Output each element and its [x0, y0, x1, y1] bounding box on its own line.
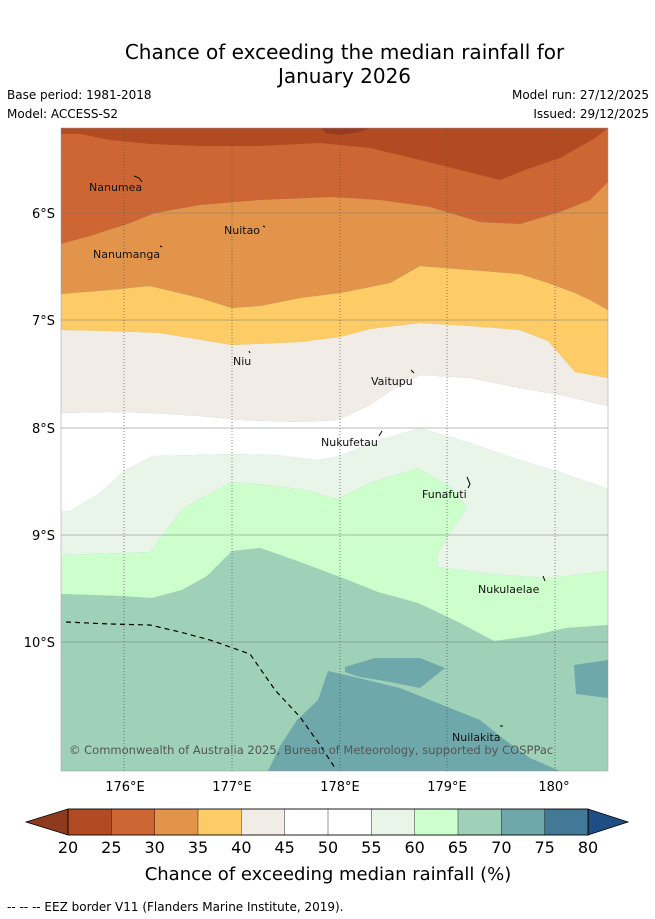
probability-bands — [61, 128, 608, 771]
colorbar-segment — [501, 808, 546, 836]
band-45-55 — [61, 375, 608, 512]
island-shapes — [133, 175, 546, 727]
colorbar-segment — [414, 808, 459, 836]
place-funafuti: Funafuti — [422, 488, 467, 501]
eez-border — [65, 621, 336, 769]
colorbar-segment — [327, 808, 373, 836]
colorbar-tick-label: 50 — [318, 838, 338, 857]
place-nukulaelae: Nukulaelae — [478, 583, 540, 596]
lon-label-177e: 177°E — [212, 780, 252, 795]
colorbar-segment — [197, 808, 243, 836]
band-75-80-patch — [345, 658, 445, 688]
model-run: Model run: 27/12/2025 — [511, 88, 649, 102]
island-funafuti — [466, 476, 471, 489]
title-line-1: Chance of exceeding the median rainfall … — [124, 40, 565, 64]
place-vaitupu: Vaitupu — [371, 375, 413, 388]
colorbar-segment — [544, 808, 589, 836]
island-nuitao — [262, 225, 266, 228]
place-niu: Niu — [233, 355, 251, 368]
island-nukulaelae — [542, 575, 546, 582]
colorbar-tick-label: 65 — [448, 838, 468, 857]
copyright-notice: © Commonwealth of Australia 2025, Bureau… — [69, 743, 553, 757]
longitude-labels: 176°E 177°E 178°E 179°E 180° — [105, 780, 569, 795]
island-vaitupu — [410, 369, 415, 374]
island-nanumanga — [159, 245, 163, 248]
model-name: Model: ACCESS-S2 — [7, 107, 119, 121]
colorbar-segment — [457, 808, 503, 836]
colorbar-segment — [241, 808, 286, 836]
lat-label-8s: 8°S — [32, 422, 55, 437]
graticule — [123, 128, 556, 771]
band-40-45 — [61, 323, 608, 422]
colorbar-tick-label: 35 — [188, 838, 208, 857]
place-nuilakita: Nuilakita — [452, 731, 501, 744]
colorbar-arrow-high — [587, 808, 630, 836]
colorbar-segment — [371, 808, 416, 836]
latitude-labels: 6°S 7°S 8°S 9°S 10°S — [24, 207, 55, 651]
lon-label-180: 180° — [538, 780, 569, 795]
colorbar-segment — [154, 808, 199, 836]
band-15-20 — [322, 128, 370, 135]
band-55-60 — [61, 428, 608, 578]
lat-label-7s: 7°S — [32, 314, 55, 329]
colorbar-arrow-low — [24, 808, 69, 836]
colorbar-tick-label: 70 — [491, 838, 511, 857]
place-nukufetau: Nukufetau — [321, 436, 378, 449]
issued-date: Issued: 29/12/2025 — [533, 107, 649, 121]
place-labels: Nanumea Nuitao Nanumanga Niu Vaitupu Nuk… — [89, 181, 540, 744]
eez-legend-note: -- -- -- EEZ border V11 (Flanders Marine… — [7, 900, 344, 914]
colorbar-tick-label: 55 — [361, 838, 381, 857]
title-line-2: January 2026 — [277, 64, 412, 88]
lon-label-176e: 176°E — [105, 780, 145, 795]
band-20-25 — [61, 128, 608, 180]
band-60-65 — [61, 468, 608, 641]
colorbar-tick-label: 45 — [274, 838, 294, 857]
colorbar: 20 25 30 35 40 45 50 55 60 65 70 75 80 Chance of exc… — [24, 808, 630, 885]
colorbar-label: Chance of exceeding median rainfall (%) — [145, 864, 512, 885]
colorbar-tick-label: 25 — [101, 838, 121, 857]
band-30-35 — [61, 182, 608, 310]
colorbar-tick-label: 30 — [144, 838, 164, 857]
colorbar-frame — [67, 808, 589, 836]
colorbar-tick-label: 20 — [58, 838, 78, 857]
lat-label-6s: 6°S — [32, 207, 55, 222]
place-nanumea: Nanumea — [89, 181, 142, 194]
colorbar-segment — [67, 808, 113, 836]
island-nanumea — [133, 175, 143, 183]
lat-label-9s: 9°S — [32, 529, 55, 544]
colorbar-tick-label: 60 — [404, 838, 424, 857]
base-period: Base period: 1981-2018 — [7, 88, 152, 102]
lon-label-178e: 178°E — [320, 780, 360, 795]
band-35-40 — [61, 266, 608, 378]
lon-label-179e: 179°E — [427, 780, 467, 795]
colorbar-tick-label: 75 — [534, 838, 554, 857]
latitude-lines — [61, 212, 608, 643]
map-frame — [60, 127, 609, 772]
place-nanumanga: Nanumanga — [93, 248, 160, 261]
island-niu — [248, 350, 251, 354]
place-nuitao: Nuitao — [224, 224, 260, 237]
chart-title: Chance of exceeding the median rainfall … — [0, 40, 655, 88]
band-65-70 — [61, 548, 608, 771]
lat-label-10s: 10°S — [24, 636, 55, 651]
colorbar-tick-label: 40 — [231, 838, 251, 857]
colorbar-segment — [284, 808, 329, 836]
colorbar-tick-label: 80 — [578, 838, 598, 857]
island-nukufetau — [378, 430, 383, 437]
colorbar-segment — [111, 808, 156, 836]
